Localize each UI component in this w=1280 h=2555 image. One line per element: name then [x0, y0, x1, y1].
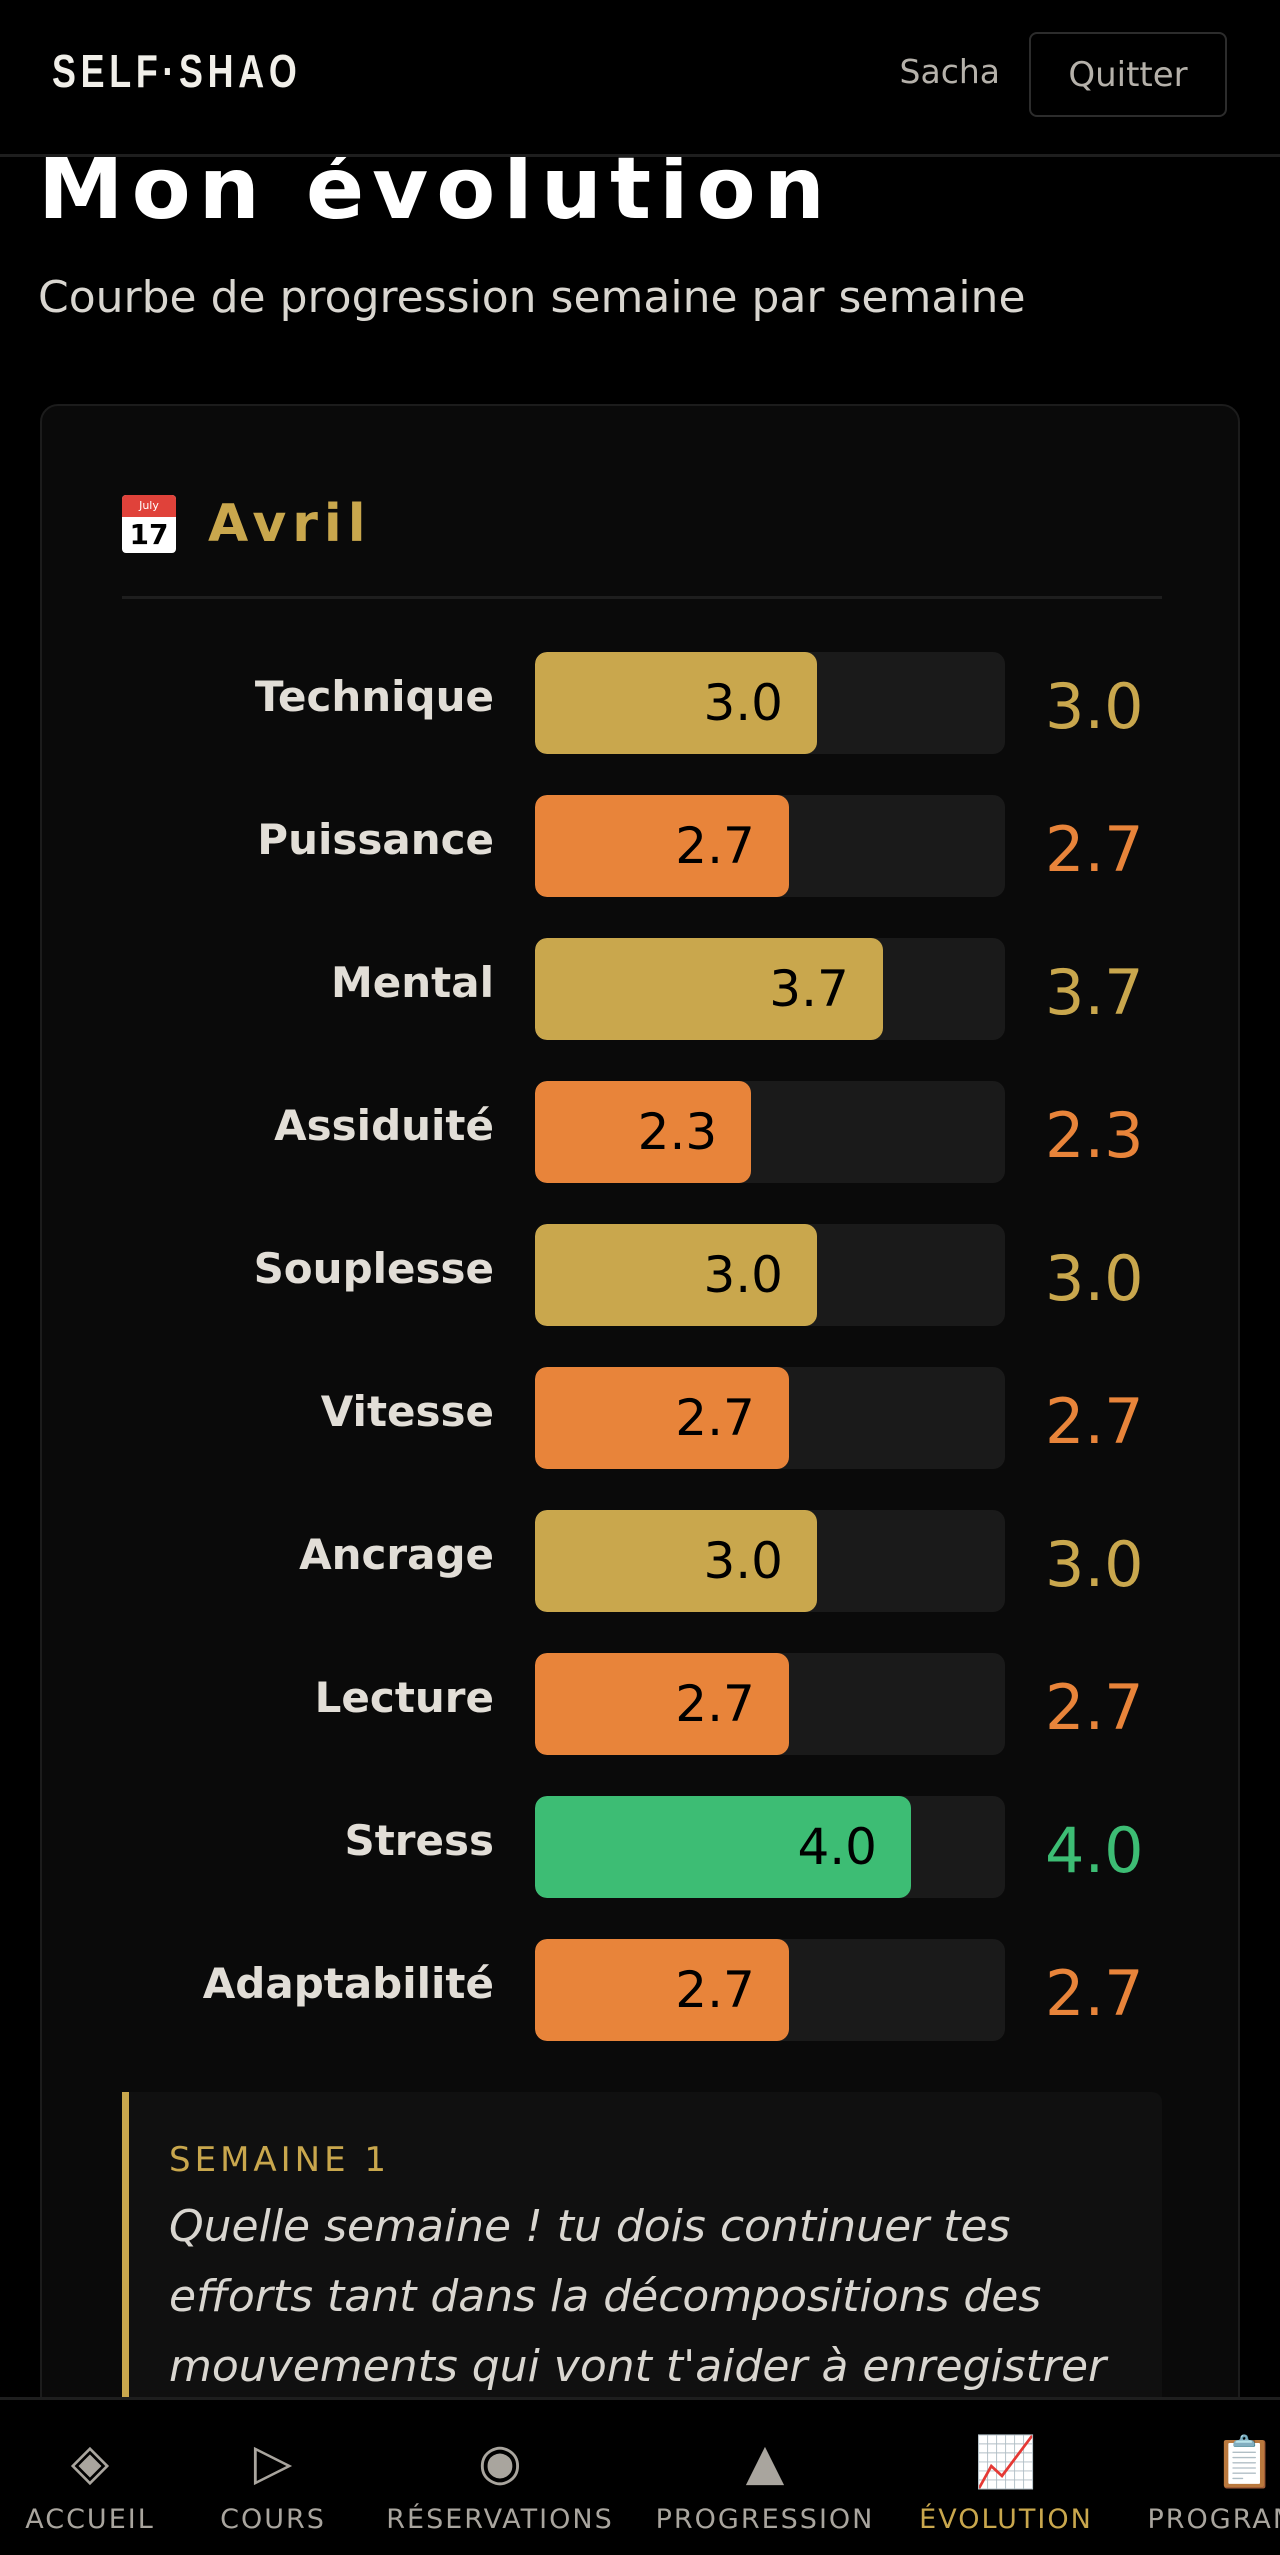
score-value: 2.7 — [1045, 1385, 1144, 1458]
score-row: Stress 4.0 4.0 — [42, 1794, 1242, 1937]
score-bar-track: 2.7 — [535, 1367, 1005, 1469]
score-row: Souplesse 3.0 3.0 — [42, 1222, 1242, 1365]
score-bar-track: 2.3 — [535, 1081, 1005, 1183]
score-bar-fill: 3.7 — [535, 938, 883, 1040]
score-bar-fill: 2.7 — [535, 1367, 789, 1469]
play-icon: ▷ — [253, 2433, 293, 2491]
record-icon: ◉ — [478, 2433, 522, 2491]
score-bar-fill: 2.7 — [535, 1653, 789, 1755]
calendar-icon: July 17 — [122, 495, 176, 553]
score-bar-value: 3.0 — [703, 674, 783, 732]
score-bar-value: 2.7 — [675, 1675, 755, 1733]
divider — [122, 596, 1162, 599]
month-header: July 17 Avril — [122, 494, 372, 554]
score-label: Lecture — [314, 1673, 494, 1722]
calendar-icon-day: 17 — [129, 518, 169, 551]
week-note-text: Quelle semaine ! tu dois continuer tes e… — [169, 2201, 1107, 2462]
nav-label: PROGRAMME — [1147, 2504, 1280, 2535]
calendar-icon-month: July — [122, 495, 176, 517]
score-bar-fill: 2.7 — [535, 795, 789, 897]
score-row: Vitesse 2.7 2.7 — [42, 1365, 1242, 1508]
nav-label: COURS — [220, 2504, 326, 2535]
score-value: 2.7 — [1045, 813, 1144, 886]
nav-label: ACCUEIL — [25, 2504, 155, 2535]
nav-item-évolution[interactable]: 📈 ÉVOLUTION — [856, 2400, 1156, 2555]
score-label: Assiduité — [274, 1101, 494, 1150]
score-row: Mental 3.7 3.7 — [42, 936, 1242, 1079]
score-bar-track: 4.0 — [535, 1796, 1005, 1898]
quit-button[interactable]: Quitter — [1029, 32, 1227, 117]
nav-label: PROGRESSION — [655, 2504, 875, 2535]
score-bar-value: 2.7 — [675, 1961, 755, 2019]
nav-item-progression[interactable]: ▲ PROGRESSION — [615, 2400, 915, 2555]
nav-item-programme[interactable]: 📋 PROGRAMME — [1095, 2400, 1280, 2555]
score-bar-value: 2.3 — [637, 1103, 718, 1161]
score-rows: Technique 3.0 3.0 Puissance 2.7 2.7 Mental 3.7 3… — [42, 650, 1242, 2080]
score-label: Vitesse — [320, 1387, 494, 1436]
triangle-icon: ▲ — [745, 2433, 785, 2491]
score-label: Souplesse — [253, 1244, 494, 1293]
nav-item-cours[interactable]: ▷ COURS — [123, 2400, 423, 2555]
score-bar-value: 3.7 — [769, 960, 849, 1018]
score-bar-value: 2.7 — [675, 1389, 755, 1447]
score-bar-track: 3.0 — [535, 1510, 1005, 1612]
score-label: Stress — [344, 1816, 494, 1865]
page-subtitle: Courbe de progression semaine par semain… — [38, 272, 1026, 323]
score-label: Ancrage — [299, 1530, 494, 1579]
score-bar-value: 4.0 — [797, 1818, 877, 1876]
score-bar-track: 3.0 — [535, 1224, 1005, 1326]
score-row: Assiduité 2.3 2.3 — [42, 1079, 1242, 1222]
clipboard-icon: 📋 — [1213, 2432, 1277, 2491]
top-bar: SELF·SHAO Sacha Quitter — [0, 0, 1280, 157]
score-bar-fill: 3.0 — [535, 1224, 817, 1326]
page-title: Mon évolution — [38, 139, 833, 239]
score-value: 3.0 — [1045, 1242, 1144, 1315]
score-label: Puissance — [257, 815, 494, 864]
score-bar-value: 3.0 — [703, 1532, 783, 1590]
score-value: 3.0 — [1045, 1528, 1144, 1601]
nav-item-accueil[interactable]: ◈ ACCUEIL — [0, 2400, 240, 2555]
score-value: 2.7 — [1045, 1671, 1144, 1744]
score-value: 4.0 — [1045, 1814, 1144, 1887]
score-row: Adaptabilité 2.7 2.7 — [42, 1937, 1242, 2080]
user-name: Sacha — [899, 52, 1000, 91]
score-bar-fill: 3.0 — [535, 1510, 817, 1612]
nav-label: ÉVOLUTION — [919, 2504, 1093, 2535]
month-title: Avril — [208, 494, 372, 554]
nav-item-réservations[interactable]: ◉ RÉSERVATIONS — [350, 2400, 650, 2555]
score-row: Puissance 2.7 2.7 — [42, 793, 1242, 936]
score-bar-track: 2.7 — [535, 1939, 1005, 2041]
score-bar-track: 2.7 — [535, 795, 1005, 897]
score-bar-value: 2.7 — [675, 817, 755, 875]
score-row: Technique 3.0 3.0 — [42, 650, 1242, 793]
score-bar-track: 3.7 — [535, 938, 1005, 1040]
score-label: Adaptabilité — [202, 1959, 494, 2008]
score-value: 2.7 — [1045, 1957, 1144, 2030]
score-bar-fill: 2.7 — [535, 1939, 789, 2041]
score-value: 3.7 — [1045, 956, 1144, 1029]
diamond-icon: ◈ — [70, 2433, 110, 2491]
month-card: July 17 Avril Technique 3.0 3.0 Puissance 2.… — [40, 404, 1240, 2555]
score-value: 3.0 — [1045, 670, 1144, 743]
bottom-nav: ◈ ACCUEIL ▷ COURS ◉ RÉSERVATIONS ▲ PROGRESSION 📈… — [0, 2397, 1280, 2555]
logo[interactable]: SELF·SHAO — [52, 45, 302, 97]
score-bar-track: 2.7 — [535, 1653, 1005, 1755]
score-bar-value: 3.0 — [703, 1246, 783, 1304]
chart-increasing-icon: 📈 — [974, 2432, 1038, 2491]
score-label: Mental — [331, 958, 494, 1007]
score-bar-fill: 2.3 — [535, 1081, 752, 1183]
week-note-label: SEMAINE 1 — [169, 2140, 391, 2180]
score-bar-track: 3.0 — [535, 652, 1005, 754]
score-value: 2.3 — [1045, 1099, 1144, 1172]
score-bar-fill: 3.0 — [535, 652, 817, 754]
score-label: Technique — [254, 672, 494, 721]
nav-label: RÉSERVATIONS — [386, 2504, 614, 2535]
score-bar-fill: 4.0 — [535, 1796, 911, 1898]
score-row: Ancrage 3.0 3.0 — [42, 1508, 1242, 1651]
score-row: Lecture 2.7 2.7 — [42, 1651, 1242, 1794]
